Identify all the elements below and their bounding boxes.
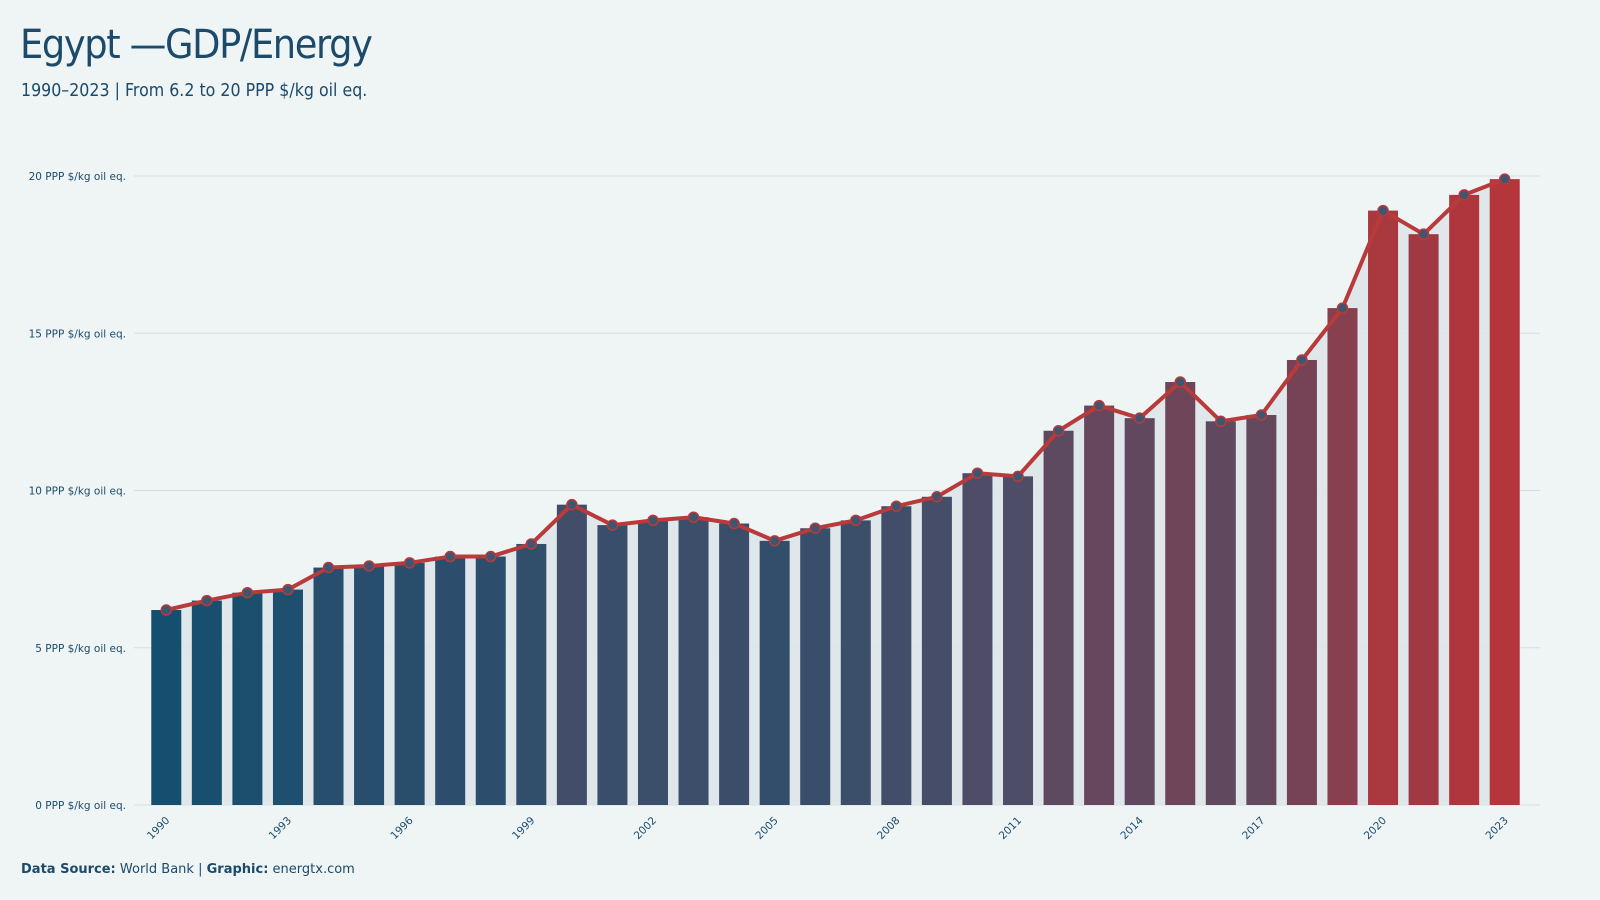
x-tick-label: 2005 — [753, 815, 780, 842]
marker-1997 — [444, 550, 456, 563]
x-tick-label: 2014 — [1118, 814, 1146, 842]
bar-1994 — [313, 567, 344, 805]
footer-separator: | — [198, 862, 203, 877]
bar-2019 — [1327, 308, 1358, 805]
chart-title: Egypt —GDP/Energy — [20, 22, 373, 68]
marker-2017 — [1255, 409, 1268, 421]
marker-2006 — [809, 522, 821, 534]
x-tick-label: 2008 — [875, 815, 902, 842]
bar-2023 — [1489, 179, 1520, 805]
marker-2023 — [1498, 173, 1511, 185]
footer-credits: Data Source: World Bank | Graphic: energ… — [21, 862, 355, 877]
bar-2020 — [1368, 210, 1399, 806]
marker-2020 — [1377, 204, 1389, 217]
bar-2001 — [597, 525, 628, 805]
x-tick-label: 2017 — [1240, 815, 1267, 842]
marker-2007 — [850, 514, 862, 527]
graphic-label: Graphic: — [206, 862, 269, 877]
bar-2011 — [1003, 476, 1034, 805]
marker-2015 — [1174, 376, 1186, 388]
graphic-value: energtx.com — [272, 862, 355, 877]
marker-2011 — [1012, 470, 1024, 483]
bar-1991 — [191, 600, 222, 805]
x-tick-label: 2020 — [1362, 815, 1389, 842]
marker-2008 — [890, 500, 903, 512]
marker-1994 — [322, 561, 335, 574]
bar-1995 — [354, 565, 385, 805]
series-line — [164, 177, 1507, 613]
bar-2006 — [800, 528, 831, 805]
bar-1996 — [394, 562, 425, 805]
source-label: Data Source: — [21, 862, 116, 877]
bar-2007 — [840, 520, 871, 805]
bar-1990 — [151, 610, 182, 805]
marker-1991 — [201, 594, 213, 607]
y-tick-label: 10 PPP $/kg oil eq. — [29, 486, 126, 498]
bar-2004 — [719, 523, 750, 805]
marker-2005 — [768, 535, 781, 547]
y-tick-label: 5 PPP $/kg oil eq. — [35, 643, 126, 655]
bar-2013 — [1084, 405, 1115, 805]
x-tick-label: 1996 — [388, 814, 416, 842]
x-tick-label: 1993 — [267, 815, 294, 842]
bar-2002 — [637, 520, 668, 805]
bar-1993 — [272, 589, 303, 805]
marker-2019 — [1336, 302, 1349, 314]
marker-2002 — [647, 514, 659, 527]
marker-1992 — [241, 586, 254, 599]
marker-2013 — [1093, 399, 1105, 412]
x-tick-label: 2011 — [997, 815, 1024, 842]
bar-2018 — [1286, 359, 1317, 805]
bar-1998 — [475, 556, 506, 805]
bar-2016 — [1205, 421, 1236, 805]
y-tick-label: 20 PPP $/kg oil eq. — [29, 171, 126, 183]
marker-2016 — [1215, 415, 1227, 428]
marker-1996 — [403, 557, 416, 569]
marker-1995 — [363, 560, 375, 572]
marker-2000 — [566, 498, 578, 511]
chart-subtitle: 1990–2023 | From 6.2 to 20 PPP $/kg oil … — [21, 80, 368, 101]
bar-2000 — [556, 504, 587, 805]
marker-2004 — [728, 517, 740, 530]
bar-2012 — [1043, 430, 1074, 805]
bar-2014 — [1124, 418, 1155, 805]
bar-1992 — [232, 592, 263, 805]
bar-2003 — [678, 517, 709, 805]
bar-2015 — [1165, 381, 1196, 805]
marker-1998 — [485, 550, 497, 563]
y-tick-label: 15 PPP $/kg oil eq. — [29, 328, 126, 340]
x-tick-label: 1990 — [145, 815, 172, 842]
bar-1999 — [516, 543, 547, 805]
marker-2022 — [1458, 189, 1470, 201]
marker-2014 — [1133, 412, 1146, 424]
marker-2010 — [971, 467, 984, 479]
x-tick-label: 2002 — [632, 815, 659, 842]
marker-2009 — [931, 491, 943, 503]
marker-2021 — [1417, 228, 1430, 240]
marker-2012 — [1052, 424, 1065, 437]
bar-2010 — [962, 473, 993, 805]
marker-1999 — [525, 538, 538, 550]
bar-2008 — [881, 506, 912, 805]
x-tick-label: 2023 — [1483, 815, 1510, 842]
marker-1990 — [160, 604, 173, 616]
marker-2018 — [1296, 354, 1308, 366]
marker-2001 — [606, 519, 619, 531]
marker-1993 — [282, 583, 294, 596]
bar-2017 — [1246, 415, 1277, 805]
bar-2005 — [759, 540, 790, 805]
bar-2009 — [921, 496, 952, 805]
y-tick-label: 0 PPP $/kg oil eq. — [35, 800, 126, 812]
bar-2021 — [1408, 234, 1439, 805]
bar-2022 — [1449, 194, 1480, 805]
x-tick-label: 1999 — [510, 815, 537, 842]
source-value: World Bank — [119, 862, 194, 877]
bar-1997 — [435, 556, 466, 805]
marker-2003 — [687, 511, 700, 523]
